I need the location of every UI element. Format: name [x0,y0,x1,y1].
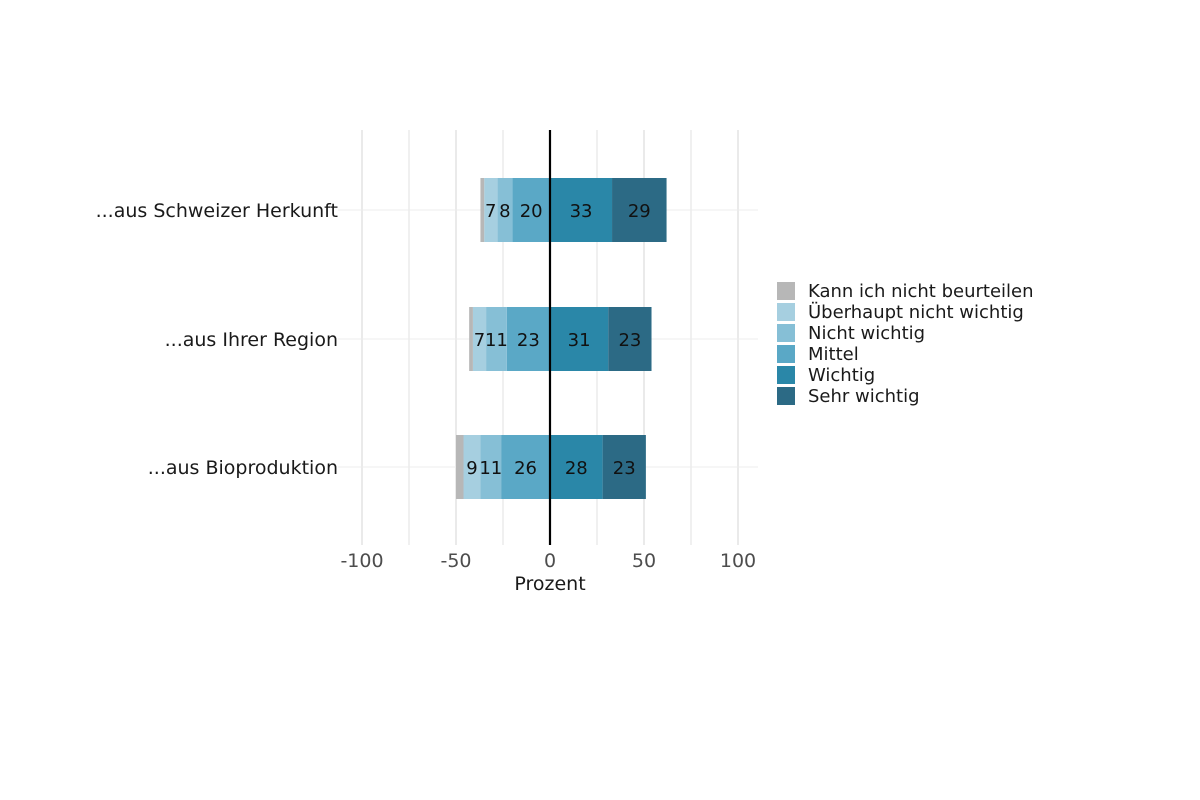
data-label: 23 [517,330,540,351]
data-label: 11 [485,330,508,351]
bars [456,178,667,499]
legend-swatch [777,366,795,384]
bar-segment [506,307,550,371]
bar-segment [608,307,652,371]
bar-segment [463,435,481,499]
bar-segment [469,307,473,371]
data-label: 31 [568,330,591,351]
data-label: 33 [570,201,593,222]
category-labels: ...aus Schweizer Herkunft ...aus Ihrer Re… [96,200,338,479]
bar-segment [612,178,667,242]
bar-segment [497,178,513,242]
x-tick-labels: -100 -50 0 50 100 [340,550,756,572]
bar-segment [480,178,485,242]
legend-label: Wichtig [808,365,875,386]
category-label: ...aus Ihrer Region [165,329,338,351]
category-label: ...aus Bioproduktion [148,457,338,479]
data-label: 8 [499,201,510,222]
x-axis-title: Prozent [514,573,585,595]
bar-segment [501,435,550,499]
x-tick-label: -50 [440,550,471,572]
data-label: 23 [618,330,641,351]
bar-segment [550,435,603,499]
legend-swatch [777,303,795,321]
bar-segment [602,435,646,499]
data-label: 26 [514,458,537,479]
bar-segment [512,178,550,242]
data-label: 7 [485,201,496,222]
bar-segment [550,178,613,242]
data-label: 9 [466,458,477,479]
legend-label: Mittel [808,344,859,365]
legend-label: Überhaupt nicht wichtig [808,301,1024,323]
data-label: 20 [520,201,543,222]
x-tick-label: -100 [340,550,383,572]
legend-swatch [777,282,795,300]
bar-segment [486,307,507,371]
bar-segment [480,435,502,499]
legend-label: Nicht wichtig [808,323,925,344]
bar-segment [472,307,487,371]
legend-swatch [777,345,795,363]
bar-segment [456,435,464,499]
x-tick-label: 50 [632,550,656,572]
legend-label: Sehr wichtig [808,386,920,407]
bar-segment [550,307,609,371]
data-label: 11 [479,458,502,479]
legend-swatch [777,387,795,405]
bar-segment [484,178,498,242]
data-label: 28 [565,458,588,479]
data-label: 23 [613,458,636,479]
data-label: 7 [474,330,485,351]
x-tick-label: 100 [720,550,756,572]
legend-label: Kann ich nicht beurteilen [808,281,1034,302]
x-tick-label: 0 [544,550,556,572]
legend-swatch [777,324,795,342]
data-labels: 7 8 20 33 297 11 23 31 239 11 26 28 23 [466,201,650,479]
data-label: 29 [628,201,651,222]
category-label: ...aus Schweizer Herkunft [96,200,338,222]
